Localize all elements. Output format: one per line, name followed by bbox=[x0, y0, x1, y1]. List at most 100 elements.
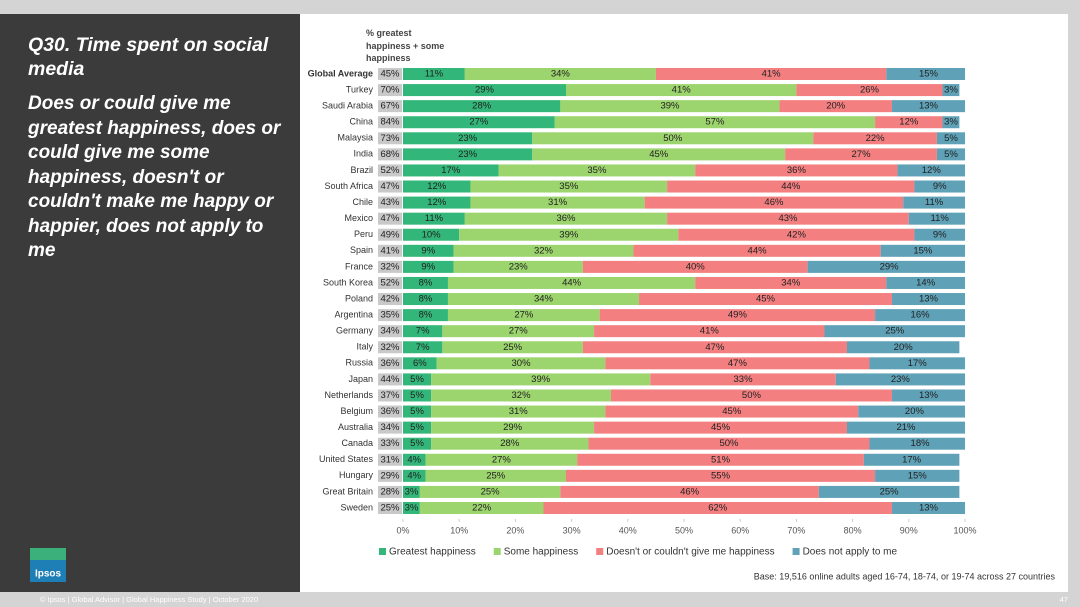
summary-label: 36% bbox=[380, 358, 400, 369]
segment-label: 41% bbox=[672, 85, 692, 96]
segment-label: 12% bbox=[427, 197, 447, 208]
segment-label: 4% bbox=[407, 454, 421, 465]
segment-label: 5% bbox=[410, 422, 424, 433]
summary-cell bbox=[378, 196, 402, 209]
bar-segment bbox=[403, 389, 432, 402]
segment-label: 5% bbox=[410, 438, 424, 449]
category-label: United States bbox=[319, 454, 374, 464]
segment-label: 35% bbox=[559, 181, 579, 192]
segment-label: 26% bbox=[860, 85, 880, 96]
segment-label: 27% bbox=[509, 326, 529, 337]
segment-label: 32% bbox=[534, 245, 554, 256]
summary-label: 49% bbox=[380, 229, 400, 240]
bar-segment bbox=[936, 148, 965, 161]
segment-label: 3% bbox=[944, 85, 958, 96]
category-label: Great Britain bbox=[322, 486, 373, 496]
column-header: % greatest happiness + some happiness bbox=[366, 28, 445, 63]
category-label: Russia bbox=[345, 358, 373, 368]
x-tick-label: 70% bbox=[787, 525, 805, 535]
segment-label: 25% bbox=[880, 486, 900, 497]
segment-label: 25% bbox=[885, 326, 905, 337]
segment-label: 3% bbox=[405, 503, 419, 514]
legend-swatch bbox=[493, 548, 501, 555]
segment-label: 12% bbox=[427, 181, 447, 192]
segment-label: 9% bbox=[933, 229, 947, 240]
bar-segment bbox=[464, 212, 668, 225]
segment-label: 15% bbox=[913, 245, 933, 256]
summary-cell bbox=[378, 293, 402, 306]
legend-swatch bbox=[792, 548, 800, 555]
bar-segment bbox=[667, 212, 909, 225]
bar-segment bbox=[403, 100, 561, 113]
segment-label: 47% bbox=[728, 358, 748, 369]
summary-cell bbox=[378, 180, 402, 193]
logo-accent bbox=[30, 548, 66, 560]
summary-label: 29% bbox=[380, 470, 400, 481]
bar-segment bbox=[886, 276, 965, 289]
segment-label: 13% bbox=[919, 101, 939, 112]
segment-label: 25% bbox=[486, 470, 506, 481]
bar-segment bbox=[858, 405, 965, 418]
x-tick-label: 20% bbox=[506, 525, 524, 535]
bar-segment bbox=[403, 469, 426, 482]
summary-cell bbox=[378, 373, 402, 386]
bar-segment bbox=[891, 389, 965, 402]
bar-segment bbox=[886, 68, 965, 80]
segment-label: 39% bbox=[559, 229, 579, 240]
segment-label: 6% bbox=[413, 358, 427, 369]
segment-label: 5% bbox=[410, 390, 424, 401]
legend-label: Does not apply to me bbox=[803, 547, 898, 558]
bar-segment bbox=[442, 325, 595, 338]
bar-segment bbox=[431, 421, 595, 434]
bar-segment bbox=[560, 485, 819, 498]
segment-label: 50% bbox=[719, 438, 739, 449]
bar-segment bbox=[403, 357, 437, 370]
segment-label: 7% bbox=[416, 326, 430, 337]
summary-label: 52% bbox=[380, 165, 400, 176]
segment-label: 18% bbox=[911, 438, 931, 449]
segment-label: 32% bbox=[512, 390, 532, 401]
segment-label: 17% bbox=[902, 454, 922, 465]
category-label: Spain bbox=[350, 245, 373, 255]
bar-segment bbox=[639, 293, 892, 306]
segment-label: 9% bbox=[933, 181, 947, 192]
left-panel bbox=[0, 14, 300, 592]
bar-segment bbox=[891, 100, 965, 113]
segment-label: 47% bbox=[705, 342, 725, 353]
segment-label: 29% bbox=[880, 261, 900, 272]
summary-cell bbox=[378, 116, 402, 129]
segment-label: 34% bbox=[551, 69, 571, 80]
bar-segment bbox=[403, 502, 420, 514]
bar-segment bbox=[846, 341, 960, 354]
bar-segment bbox=[403, 421, 432, 434]
category-label: Chile bbox=[352, 197, 373, 207]
bar-segment bbox=[914, 228, 965, 241]
segment-label: 44% bbox=[781, 181, 801, 192]
x-tick-label: 90% bbox=[900, 525, 918, 535]
segment-label: 17% bbox=[908, 358, 928, 369]
legend-label: Greatest happiness bbox=[389, 547, 476, 558]
segment-label: 11% bbox=[425, 213, 444, 224]
x-tick-label: 100% bbox=[953, 525, 976, 535]
bar-segment bbox=[908, 212, 965, 225]
bar-segment bbox=[594, 421, 847, 434]
bar-segment bbox=[903, 196, 965, 209]
segment-label: 39% bbox=[660, 101, 680, 112]
bar-segment bbox=[582, 341, 847, 354]
category-label: South Korea bbox=[323, 277, 373, 287]
bar-segment bbox=[880, 244, 965, 257]
bar-segment bbox=[403, 164, 499, 177]
summary-label: 28% bbox=[380, 486, 400, 497]
summary-cell bbox=[378, 502, 402, 514]
segment-label: 44% bbox=[748, 245, 768, 256]
bars: 11% 34% 41% 15% 29% 41% 26% 3% 28% 39% 20% 13% 27% 57… bbox=[403, 68, 965, 514]
footer: © Ipsos | Global Advisor | Global Happin… bbox=[40, 595, 258, 604]
bar-segment bbox=[431, 389, 611, 402]
segment-label: 23% bbox=[509, 261, 529, 272]
segment-label: 40% bbox=[686, 261, 706, 272]
bar-segment bbox=[695, 164, 898, 177]
legend-label: Doesn't or couldn't give me happiness bbox=[606, 547, 774, 558]
bar-segment bbox=[942, 84, 960, 97]
summary-label: 67% bbox=[380, 101, 400, 112]
category-label: France bbox=[345, 261, 373, 271]
